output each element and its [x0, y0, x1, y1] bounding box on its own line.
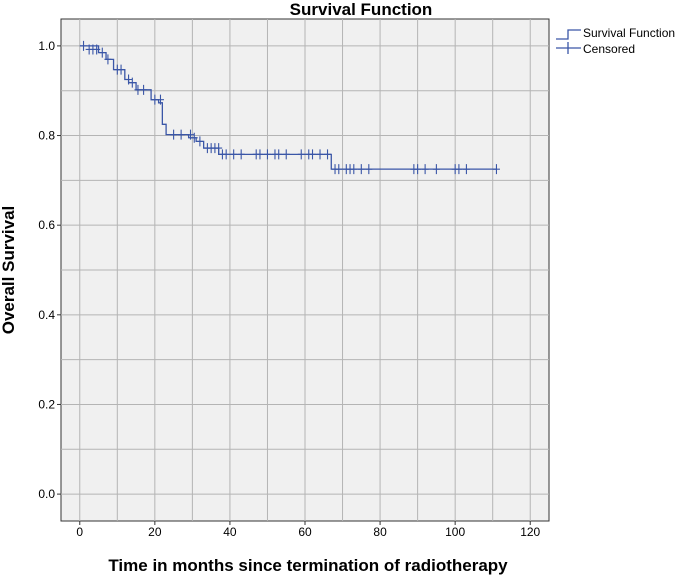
- censored-marker: [196, 136, 204, 147]
- censored-marker: [365, 164, 373, 175]
- censored-marker: [177, 129, 185, 140]
- censored-marker: [215, 143, 223, 154]
- censored-marker: [222, 149, 230, 160]
- y-tick-label: 0.0: [38, 487, 55, 501]
- censored-marker: [297, 149, 305, 160]
- x-tick-label: 0: [76, 525, 83, 539]
- censored-marker: [462, 164, 470, 175]
- censored-marker: [414, 164, 422, 175]
- censored-marker: [170, 129, 178, 140]
- censored-marker: [187, 129, 195, 140]
- censored-marker: [492, 164, 500, 175]
- censored-marker: [93, 44, 101, 55]
- censored-marker: [256, 149, 264, 160]
- x-axis-title: Time in months since termination of radi…: [108, 556, 508, 575]
- censored-marker: [421, 164, 429, 175]
- censored-marker: [230, 149, 238, 160]
- censored-marker: [80, 40, 88, 51]
- censored-marker: [316, 149, 324, 160]
- y-tick-label: 1.0: [38, 39, 55, 53]
- censored-marker: [275, 149, 283, 160]
- censored-marker: [455, 164, 463, 175]
- censored-marker: [432, 164, 440, 175]
- axis-ticks: 0 20 40 60 80 100 120 0.0 0.2 0.4 0.6 0.8 1.0: [38, 39, 540, 539]
- y-axis-title: Overall Survival: [0, 206, 18, 335]
- legend-survival-label: Survival Function: [583, 26, 675, 40]
- legend-censored-swatch: [556, 42, 581, 54]
- censored-marker: [335, 164, 343, 175]
- censored-marker: [140, 84, 148, 95]
- chart-title: Survival Function: [290, 0, 433, 19]
- censored-marker: [263, 149, 271, 160]
- censored-marker: [324, 149, 332, 160]
- y-tick-label: 0.4: [38, 308, 55, 322]
- censored-marker: [125, 74, 133, 85]
- censored-marker: [309, 149, 317, 160]
- censored-marker: [98, 47, 106, 58]
- censored-marker: [282, 149, 290, 160]
- legend: Survival Function Censored: [556, 26, 675, 56]
- censored-marker: [237, 149, 245, 160]
- legend-censored-label: Censored: [583, 42, 635, 56]
- y-tick-label: 0.8: [38, 129, 55, 143]
- x-tick-label: 80: [373, 525, 387, 539]
- x-tick-label: 20: [148, 525, 162, 539]
- y-tick-label: 0.6: [38, 218, 55, 232]
- x-tick-label: 100: [445, 525, 465, 539]
- survival-function-line: [79, 45, 497, 170]
- censored-marker: [350, 164, 358, 175]
- censored-marker: [117, 64, 125, 75]
- censored-marker: [357, 164, 365, 175]
- legend-survival-swatch: [556, 29, 581, 40]
- x-tick-label: 60: [298, 525, 312, 539]
- y-tick-label: 0.2: [38, 397, 55, 411]
- censored-marker: [156, 94, 164, 105]
- gridlines: [61, 19, 549, 521]
- censored-marker: [190, 132, 198, 143]
- data-series: [79, 40, 500, 175]
- censored-marker: [128, 77, 136, 88]
- x-tick-label: 120: [520, 525, 540, 539]
- x-tick-label: 40: [223, 525, 237, 539]
- censored-marker: [104, 54, 112, 65]
